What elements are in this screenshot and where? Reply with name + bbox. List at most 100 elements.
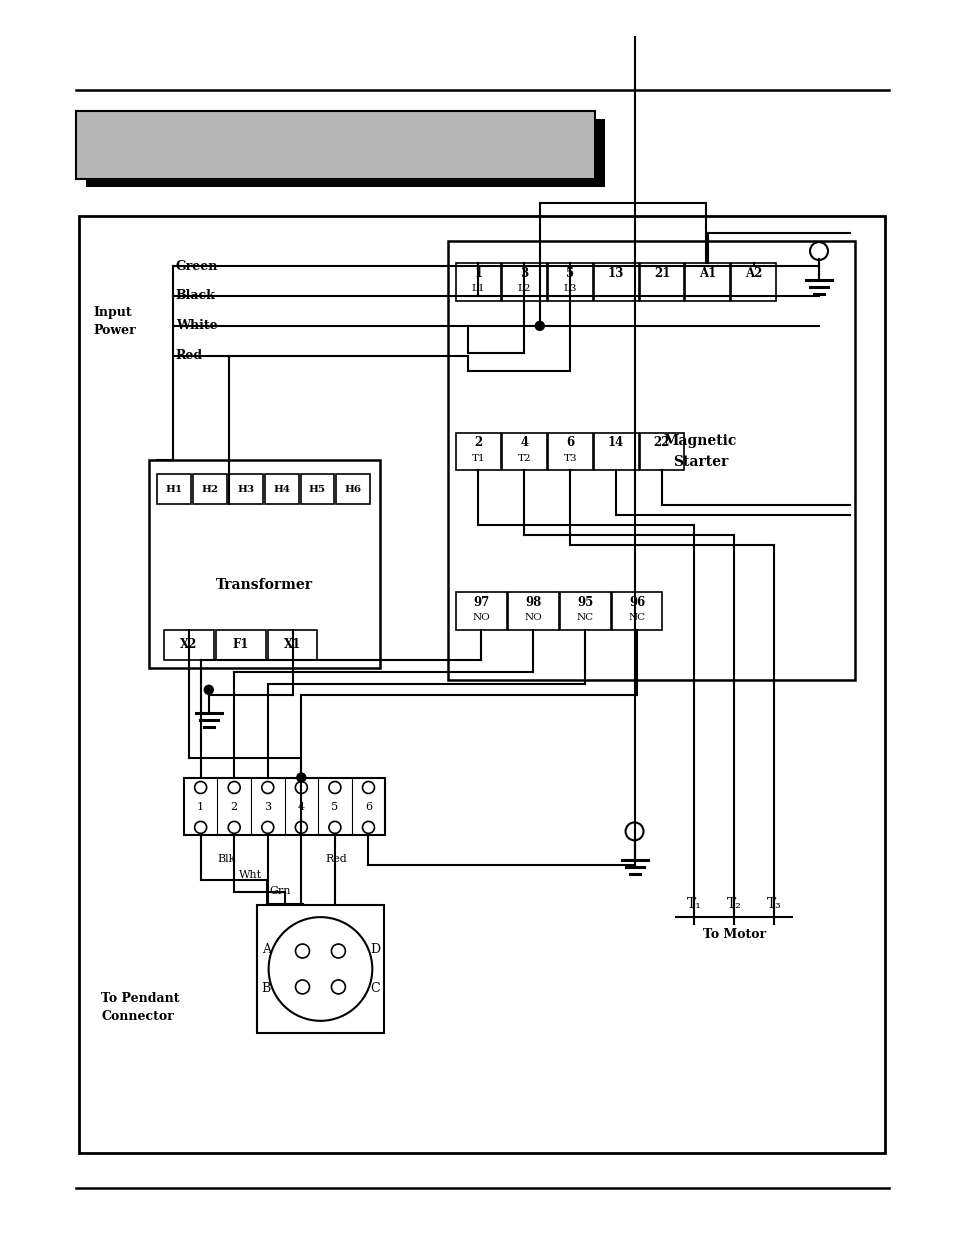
Text: T1: T1	[471, 454, 485, 463]
Bar	[611, 592, 661, 630]
Bar	[456, 263, 500, 301]
Circle shape	[261, 821, 274, 834]
Circle shape	[329, 821, 340, 834]
Bar	[639, 432, 683, 471]
Bar	[593, 263, 638, 301]
Circle shape	[362, 782, 375, 793]
Bar	[76, 111, 594, 179]
Text: 95: 95	[577, 595, 593, 609]
Text: 5: 5	[331, 803, 338, 813]
Bar	[256, 905, 384, 1032]
Text: X2: X2	[180, 638, 197, 651]
Text: H1: H1	[165, 485, 182, 494]
Text: H5: H5	[309, 485, 326, 494]
Bar	[164, 630, 213, 659]
Text: 22: 22	[653, 436, 670, 450]
Text: 4: 4	[297, 803, 305, 813]
Bar	[336, 474, 370, 504]
Text: Magnetic: Magnetic	[663, 433, 737, 447]
Bar	[507, 592, 558, 630]
Bar	[456, 432, 500, 471]
Text: 96: 96	[628, 595, 644, 609]
Text: 4: 4	[519, 436, 528, 450]
Text: 1: 1	[474, 267, 482, 279]
Circle shape	[295, 979, 309, 994]
Text: Wht: Wht	[239, 871, 262, 881]
Bar	[86, 120, 604, 188]
Bar	[300, 474, 335, 504]
Bar	[456, 592, 506, 630]
Bar	[184, 778, 385, 835]
Text: White: White	[175, 320, 217, 332]
Bar	[559, 592, 610, 630]
Circle shape	[331, 979, 345, 994]
Text: T₂: T₂	[726, 897, 740, 911]
Text: 21: 21	[653, 267, 669, 279]
Text: D: D	[370, 942, 380, 956]
Text: 2: 2	[231, 803, 237, 813]
Bar	[264, 474, 298, 504]
Text: Blk: Blk	[217, 855, 235, 864]
Bar	[149, 461, 380, 668]
Circle shape	[261, 782, 274, 793]
Bar	[731, 263, 776, 301]
Text: X1: X1	[284, 638, 301, 651]
Text: T₃: T₃	[766, 897, 781, 911]
Text: Input: Input	[93, 306, 132, 320]
Text: 3: 3	[264, 803, 271, 813]
Bar	[501, 432, 546, 471]
Circle shape	[194, 821, 207, 834]
Text: NO: NO	[472, 614, 490, 622]
Bar	[193, 474, 227, 504]
Text: 97: 97	[473, 595, 489, 609]
Bar	[229, 474, 262, 504]
Text: A: A	[261, 942, 271, 956]
Text: Red: Red	[175, 350, 203, 362]
Text: 14: 14	[607, 436, 623, 450]
Circle shape	[228, 821, 240, 834]
Text: NC: NC	[628, 614, 645, 622]
Circle shape	[269, 918, 372, 1021]
Bar	[268, 630, 317, 659]
Text: F1: F1	[233, 638, 249, 651]
Text: NO: NO	[524, 614, 541, 622]
Bar	[593, 432, 638, 471]
Bar	[639, 263, 683, 301]
Text: To Motor: To Motor	[702, 927, 765, 941]
Text: H3: H3	[237, 485, 253, 494]
Text: Black: Black	[175, 289, 215, 303]
Text: Starter: Starter	[672, 456, 727, 469]
Text: T3: T3	[563, 454, 577, 463]
Bar	[547, 432, 592, 471]
Circle shape	[295, 821, 307, 834]
Text: 6: 6	[565, 436, 574, 450]
Text: A2: A2	[744, 267, 761, 279]
Bar	[448, 241, 854, 679]
Circle shape	[296, 773, 306, 782]
Text: T2: T2	[517, 454, 531, 463]
Text: B: B	[261, 982, 271, 995]
Circle shape	[362, 821, 375, 834]
Circle shape	[329, 782, 340, 793]
Bar	[547, 263, 592, 301]
Bar	[157, 474, 191, 504]
Text: NC: NC	[576, 614, 593, 622]
Circle shape	[625, 823, 643, 840]
Circle shape	[295, 944, 309, 958]
Text: Grn: Grn	[269, 887, 290, 897]
Text: To Pendant: To Pendant	[101, 993, 179, 1005]
Text: Transformer: Transformer	[216, 578, 313, 592]
Text: 2: 2	[474, 436, 482, 450]
Circle shape	[194, 782, 207, 793]
Circle shape	[809, 242, 827, 261]
Text: 5: 5	[565, 267, 574, 279]
Text: Red: Red	[325, 855, 347, 864]
Text: 98: 98	[525, 595, 541, 609]
Circle shape	[204, 685, 213, 694]
Text: C: C	[370, 982, 379, 995]
Text: H4: H4	[273, 485, 290, 494]
Circle shape	[228, 782, 240, 793]
Bar	[501, 263, 546, 301]
Circle shape	[535, 321, 544, 330]
Text: A1: A1	[699, 267, 716, 279]
